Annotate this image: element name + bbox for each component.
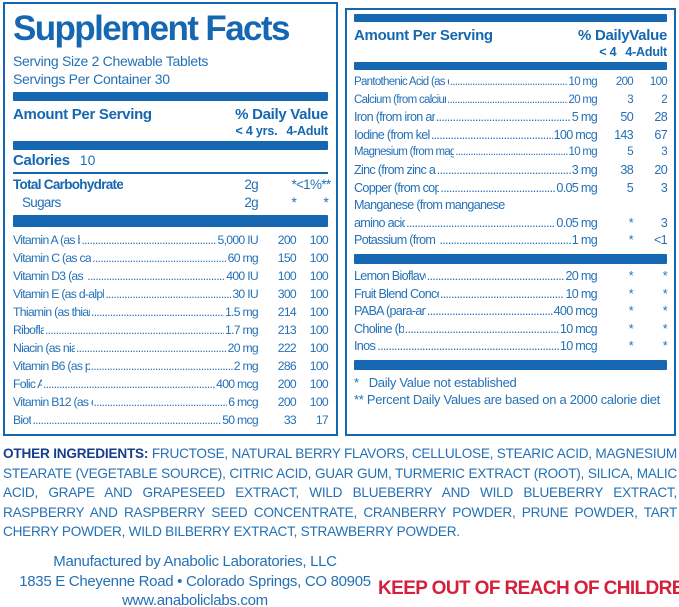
nutrient-row: Iodine (from kelp, potassium iodide) 100… [354,127,668,145]
nutrient-row: Vitamin C (as calcium ascorbate) 60 mg 1… [13,249,329,267]
dot-leader [32,411,221,429]
nutrient-row: Choline (bitartrate) 10 mcg * * [354,321,668,339]
nutrient-row: PABA (para-amino benzoic acid) 400 mcg *… [354,303,668,321]
nutrient-row: amino acid chelate) 0.05 mg * 3 [354,215,668,233]
nutrient-row: Lemon Bioflavonoid Complex 20 mg * * [354,268,668,286]
divider-bar [354,359,667,370]
manufacturer-block: Manufactured by Anabolic Laboratories, L… [0,552,390,607]
footnote-percent-dv: ** Percent Daily Values are based on a 2… [354,391,660,407]
other-ingredients: OTHER INGREDIENTS: FRUCTOSE, NATURAL BER… [3,444,677,542]
divider-bar [13,215,328,227]
right-facts-panel: Amount Per Serving % DailyValue < 4 4-Adu… [345,8,676,436]
serving-size: Serving Size 2 Chewable Tablets [13,53,209,69]
amount-per-serving-label: Amount Per Serving [354,27,493,44]
daily-value-label: % Daily Value [235,106,328,123]
dot-leader [455,144,567,162]
dot-leader [450,74,568,92]
botanicals-list: Lemon Bioflavonoid Complex 20 mg * * Fru… [354,268,668,356]
nutrient-row: Copper (from copper amino acid complex) … [354,180,668,198]
nutrient-row: Vitamin A (as beta-carotene) 5,000 IU 20… [13,231,329,249]
nutrient-row: Folic Acid 400 mcg 200 100 [13,375,329,393]
nutrient-row: Thiamin (as thiamin mononitrate) 1.5 mg … [13,303,329,321]
manufacturer-line: Manufactured by Anabolic Laboratories, L… [53,553,337,570]
dot-leader [91,303,224,321]
dot-leader [437,162,571,180]
dot-leader [440,180,555,198]
other-ingredients-label: OTHER INGREDIENTS: [3,446,149,461]
age-columns-label: < 4 4-Adult [599,45,667,59]
nutrient-row: Vitamin B12 (as cyanocobalamin) 6 mcg 20… [13,393,329,411]
nutrient-row-sugars: Sugars 2g * * [22,195,329,210]
nutrient-row: Manganese (from manganese [354,198,505,213]
nutrient-row: Vitamin D3 (as cholecalciferol) 400 IU 1… [13,267,329,285]
dot-leader [105,285,231,303]
keep-out-of-reach-warning: KEEP OUT OF REACH OF CHILDREN. [378,578,679,599]
nutrient-row: Riboflavin 1.7 mg 213 100 [13,321,329,339]
dot-leader [431,127,553,145]
dot-leader [87,267,225,285]
dot-leader [377,338,559,356]
nutrient-row: Fruit Blend Concentrate (high - ORAC) 10… [354,286,668,304]
daily-value-label: % DailyValue [578,27,667,44]
divider-bar [354,14,667,22]
nutrient-row: Niacin (as niacinamide) 20 mg 222 100 [13,339,329,357]
minerals-list: Pantothenic Acid (as d-calcium pantothen… [354,74,668,250]
dot-leader [45,321,224,339]
nutrient-row: Magnesium (from magnesium amino acid che… [354,144,668,162]
dot-leader [405,321,559,339]
servings-per-container: Servings Per Container 30 [13,71,170,87]
nutrient-row: Inositol 10 mcg * * [354,338,668,356]
dot-leader [91,357,233,375]
age-columns-label: < 4 yrs. 4-Adult [235,124,329,138]
nutrient-row: Pantothenic Acid (as d-calcium pantothen… [354,74,668,92]
dot-leader [81,231,216,249]
address-line: 1835 E Cheyenne Road • Colorado Springs,… [19,572,371,590]
website: www.anaboliclabs.com [122,592,268,607]
nutrient-row: Iron (from iron amino acid chelate) 5 mg… [354,109,668,127]
calories-row: Calories 10 [13,150,328,174]
dot-leader [406,215,555,233]
nutrient-row: Calcium (from calcium amino acid chelate… [354,92,668,110]
nutrient-row: Biotin 50 mcg 33 17 [13,411,329,429]
nutrient-row: Vitamin B6 (as pyridoxine HCl) 2 mg 286 … [13,357,329,375]
dot-leader [447,92,568,110]
divider-bar [354,62,667,70]
footnotes: * Daily Value not established ** Percent… [354,374,667,408]
dot-leader [427,268,565,286]
panel-title: Supplement Facts [13,9,290,48]
dot-leader [439,232,570,250]
nutrient-row-total-carbohydrate: Total Carbohydrate 2g * <1%** [13,177,331,192]
dot-leader [427,303,553,321]
dot-leader [43,375,215,393]
dot-leader [76,339,227,357]
left-facts-panel: Supplement Facts Serving Size 2 Chewable… [3,2,338,436]
right-column-header: Amount Per Serving % DailyValue < 4 4-Adu… [354,27,667,59]
dot-leader [92,249,226,267]
dot-leader [436,109,571,127]
footnote-dv-not-established: * Daily Value not established [354,374,517,390]
amount-per-serving-label: Amount Per Serving [13,106,152,123]
nutrient-row: Zinc (from zinc amino acid chelate) 3 mg… [354,162,668,180]
left-column-header: Amount Per Serving % Daily Value < 4 yrs… [13,106,328,138]
vitamins-list: Vitamin A (as beta-carotene) 5,000 IU 20… [13,231,329,429]
dot-leader [440,286,565,304]
divider-bar [13,141,328,150]
divider-bar [354,253,667,264]
dot-leader [94,393,228,411]
other-ingredients-text: FRUCTOSE, NATURAL BERRY FLAVORS, CELLULO… [3,446,677,539]
divider-bar [13,92,328,101]
nutrient-row: Potassium (from amino acid chelate) 1 mg… [354,232,668,250]
nutrient-row: Vitamin E (as d-alpha tocopheryl acetate… [13,285,329,303]
